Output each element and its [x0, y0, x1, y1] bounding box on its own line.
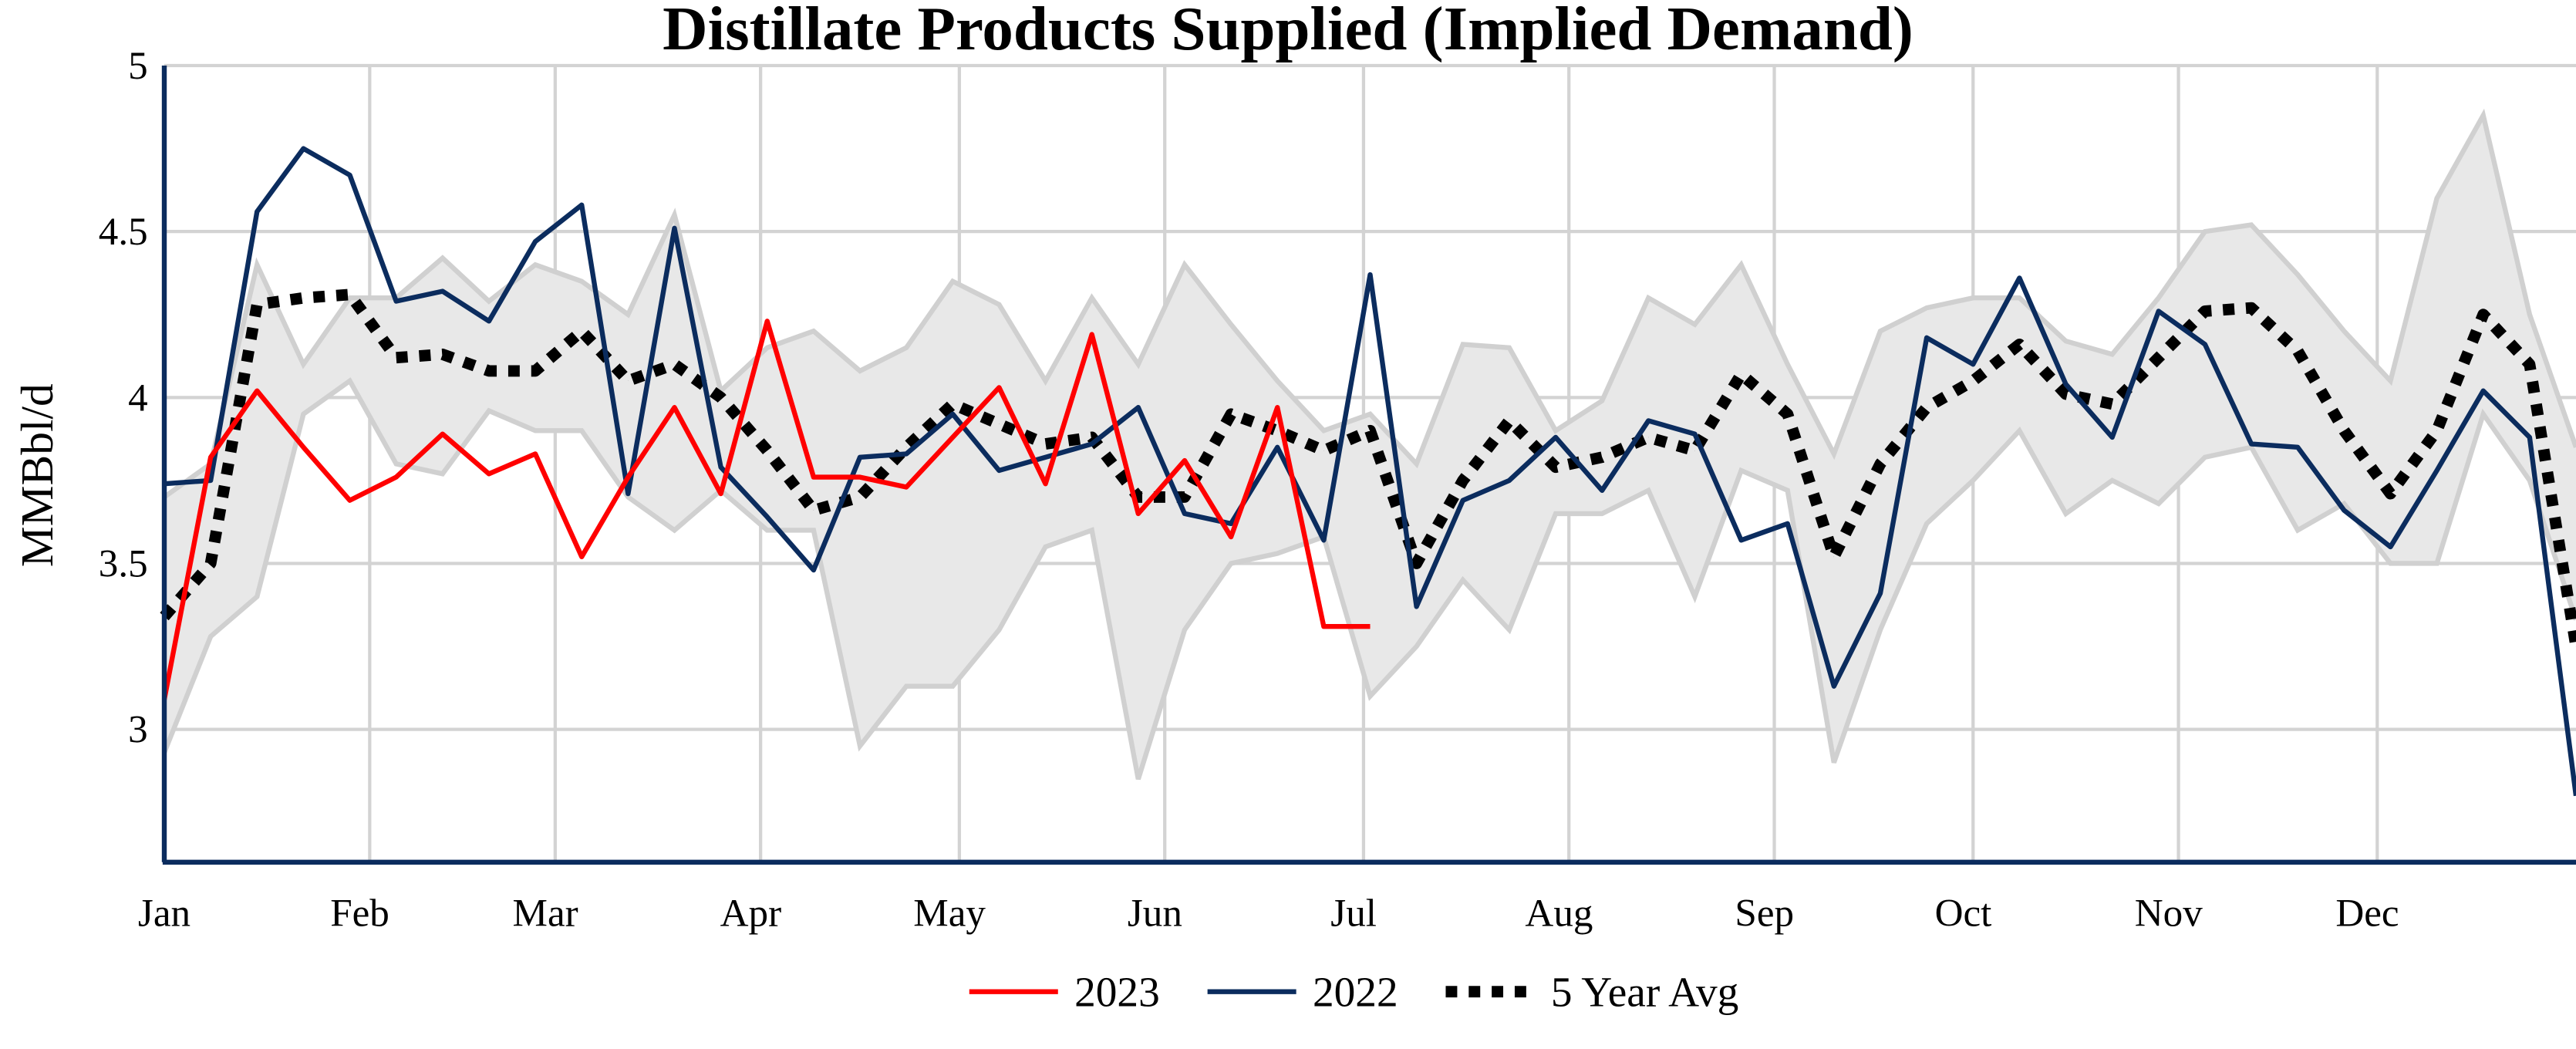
- range-band-area: [164, 115, 2576, 780]
- x-tick-label: Feb: [330, 892, 389, 936]
- y-tick-label: 4.5: [99, 210, 148, 254]
- y-tick-label: 5: [128, 44, 148, 88]
- x-tick-label: Sep: [1735, 892, 1794, 936]
- legend-label: 2023: [1074, 969, 1160, 1016]
- range-band-lower-edge: [162, 377, 2576, 781]
- x-ticks: Jan Feb Mar Apr May Jun Jul Aug Sep Oct Nov Dec: [138, 892, 2399, 936]
- x-tick-label: Jul: [1330, 892, 1377, 936]
- x-tick-label: Jun: [1128, 892, 1182, 936]
- y-tick-label: 4: [128, 376, 148, 420]
- five-year-range-band: [162, 108, 2576, 781]
- x-tick-label: Aug: [1525, 892, 1593, 936]
- x-tick-label: Jan: [138, 892, 191, 936]
- x-tick-label: Dec: [2335, 892, 2399, 936]
- y-tick-label: 3: [128, 708, 148, 752]
- x-tick-label: Oct: [1935, 892, 1992, 936]
- x-tick-label: Apr: [720, 892, 781, 936]
- x-tick-label: Mar: [513, 892, 578, 936]
- legend-label: 2022: [1313, 969, 1398, 1016]
- chart-title: Distillate Products Supplied (Implied De…: [663, 0, 1913, 63]
- series-lines: [160, 146, 2576, 797]
- legend-label: 5 Year Avg: [1551, 969, 1739, 1016]
- y-axis-label: MMBbl/d: [12, 383, 62, 567]
- x-tick-label: Nov: [2135, 892, 2203, 936]
- legend: 2023 2022 5 Year Avg: [969, 969, 1739, 1016]
- y-ticks: 3 3.5 4 4.5 5: [99, 44, 148, 752]
- range-band-upper-edge: [163, 108, 2576, 499]
- y-tick-label: 3.5: [99, 542, 148, 586]
- x-tick-label: May: [913, 892, 986, 936]
